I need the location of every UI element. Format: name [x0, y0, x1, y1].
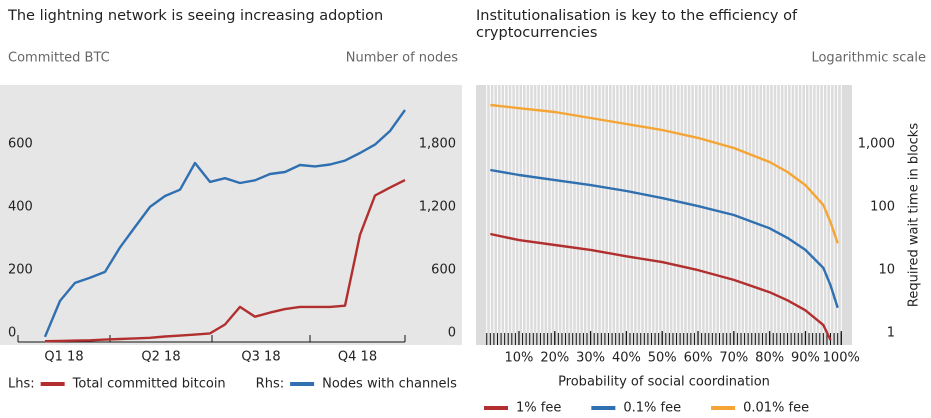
legend-prefix: Lhs:: [8, 377, 35, 392]
x-tick-label: 60%: [684, 351, 713, 366]
x-tick-label: Q2 18: [141, 350, 180, 365]
chart-title: Institutionalisation is key to the effic…: [476, 8, 798, 41]
x-tick-label: 30%: [576, 351, 605, 366]
legend-label: 1% fee: [516, 401, 561, 416]
y2-axis-label: Number of nodes: [346, 51, 458, 66]
y-tick-label: 1,200: [419, 199, 456, 214]
series-line: [490, 232, 832, 341]
y-axis-label: Required wait time in blocks: [907, 123, 922, 307]
series-line: [44, 179, 406, 343]
y-tick-label: 1,000: [858, 137, 895, 152]
series-line: [490, 103, 839, 244]
x-tick-label: 70%: [719, 351, 748, 366]
x-tick-label: 90%: [791, 351, 820, 366]
x-tick-label: 50%: [648, 351, 677, 366]
x-tick-label: Q4 18: [338, 350, 377, 365]
y-tick-label: 600: [431, 262, 456, 277]
y-tick-label: 100: [870, 200, 895, 215]
legend-label: 0.1% fee: [623, 401, 681, 416]
y-tick-label: 600: [8, 136, 33, 151]
x-tick-label: 10%: [505, 351, 534, 366]
x-tick-label: Q3 18: [241, 350, 280, 365]
series-line: [43, 109, 406, 338]
y-axis-label: Committed BTC: [8, 51, 110, 66]
chart-title: The lightning network is seeing increasi…: [8, 8, 384, 24]
legend-prefix: Rhs:: [256, 377, 284, 392]
y-tick-label: 1,800: [419, 136, 456, 151]
x-tick-label: 80%: [755, 351, 784, 366]
x-axis-label: Probability of social coordination: [558, 375, 770, 390]
y-tick-label: 0: [448, 325, 456, 340]
x-tick-label: 40%: [612, 351, 641, 366]
y-tick-label: 1: [887, 326, 895, 341]
legend-label: 0.01% fee: [743, 401, 809, 416]
y-tick-label: 200: [8, 262, 33, 277]
y-tick-label: 10: [878, 263, 895, 278]
legend-label: Total committed bitcoin: [72, 377, 226, 392]
x-tick-label: 100%: [823, 351, 860, 366]
x-tick-label: 20%: [540, 351, 569, 366]
plot-background: [0, 85, 462, 345]
y-tick-label: 0: [8, 325, 16, 340]
series-line: [490, 168, 839, 309]
y-tick-label: 400: [8, 199, 33, 214]
x-tick-label: Q1 18: [44, 350, 83, 365]
subtitle: Logarithmic scale: [811, 51, 926, 66]
legend-label: Nodes with channels: [322, 377, 457, 392]
